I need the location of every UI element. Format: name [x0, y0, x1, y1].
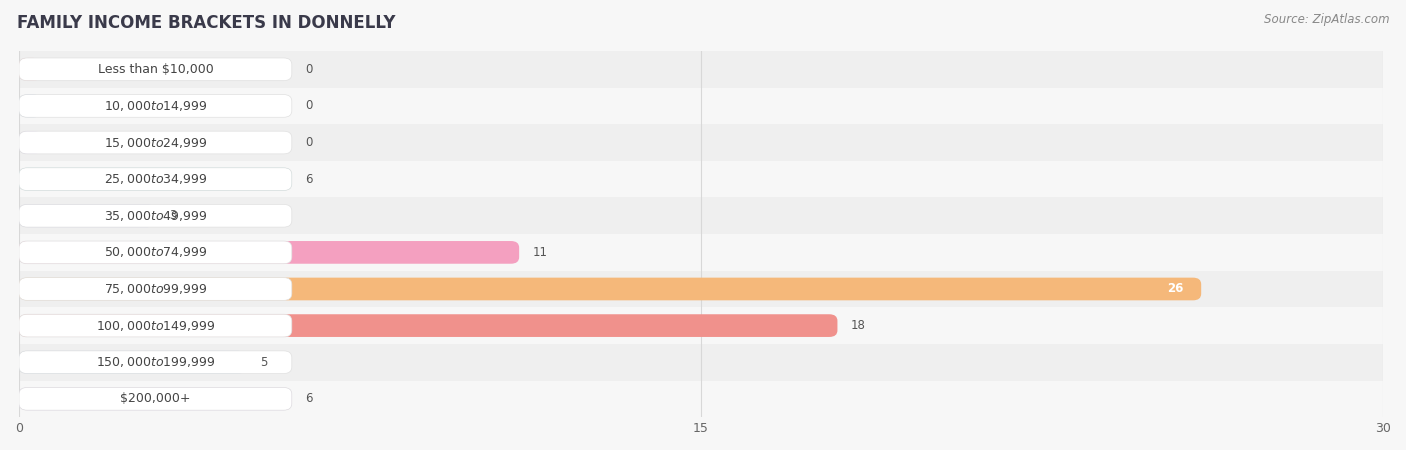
FancyBboxPatch shape [20, 204, 292, 227]
Text: 3: 3 [169, 209, 176, 222]
Text: Source: ZipAtlas.com: Source: ZipAtlas.com [1264, 14, 1389, 27]
Text: $50,000 to $74,999: $50,000 to $74,999 [104, 245, 207, 259]
FancyBboxPatch shape [20, 314, 292, 337]
Text: 6: 6 [305, 173, 314, 186]
Bar [20, 271, 1384, 307]
Bar [20, 198, 1384, 234]
Text: $35,000 to $49,999: $35,000 to $49,999 [104, 209, 207, 223]
Text: 0: 0 [305, 99, 312, 112]
FancyBboxPatch shape [20, 241, 292, 264]
FancyBboxPatch shape [20, 241, 519, 264]
FancyBboxPatch shape [20, 131, 292, 154]
Bar [20, 51, 1384, 88]
FancyBboxPatch shape [20, 58, 292, 81]
Text: 18: 18 [851, 319, 866, 332]
FancyBboxPatch shape [20, 168, 292, 190]
FancyBboxPatch shape [20, 278, 292, 300]
FancyBboxPatch shape [20, 204, 156, 227]
Text: $15,000 to $24,999: $15,000 to $24,999 [104, 135, 207, 149]
Text: 26: 26 [1167, 283, 1182, 296]
FancyBboxPatch shape [20, 351, 292, 374]
FancyBboxPatch shape [20, 314, 838, 337]
Bar [20, 307, 1384, 344]
FancyBboxPatch shape [20, 278, 1201, 300]
FancyBboxPatch shape [20, 168, 292, 190]
Text: $150,000 to $199,999: $150,000 to $199,999 [96, 355, 215, 369]
Bar [20, 161, 1384, 198]
Bar [20, 344, 1384, 381]
FancyBboxPatch shape [20, 94, 292, 117]
FancyBboxPatch shape [20, 58, 42, 81]
Text: Less than $10,000: Less than $10,000 [97, 63, 214, 76]
Text: FAMILY INCOME BRACKETS IN DONNELLY: FAMILY INCOME BRACKETS IN DONNELLY [17, 14, 395, 32]
Text: 0: 0 [305, 136, 312, 149]
Text: 5: 5 [260, 356, 267, 369]
Text: $200,000+: $200,000+ [120, 392, 191, 405]
Text: $10,000 to $14,999: $10,000 to $14,999 [104, 99, 207, 113]
Text: 6: 6 [305, 392, 314, 405]
Bar [20, 381, 1384, 417]
Text: $25,000 to $34,999: $25,000 to $34,999 [104, 172, 207, 186]
Bar [20, 88, 1384, 124]
Text: $100,000 to $149,999: $100,000 to $149,999 [96, 319, 215, 333]
Text: 11: 11 [533, 246, 548, 259]
Bar [20, 124, 1384, 161]
Bar [20, 234, 1384, 271]
FancyBboxPatch shape [20, 131, 42, 154]
FancyBboxPatch shape [20, 351, 246, 374]
FancyBboxPatch shape [20, 387, 292, 410]
Text: $75,000 to $99,999: $75,000 to $99,999 [104, 282, 207, 296]
FancyBboxPatch shape [20, 94, 42, 117]
Text: 0: 0 [305, 63, 312, 76]
FancyBboxPatch shape [20, 387, 292, 410]
